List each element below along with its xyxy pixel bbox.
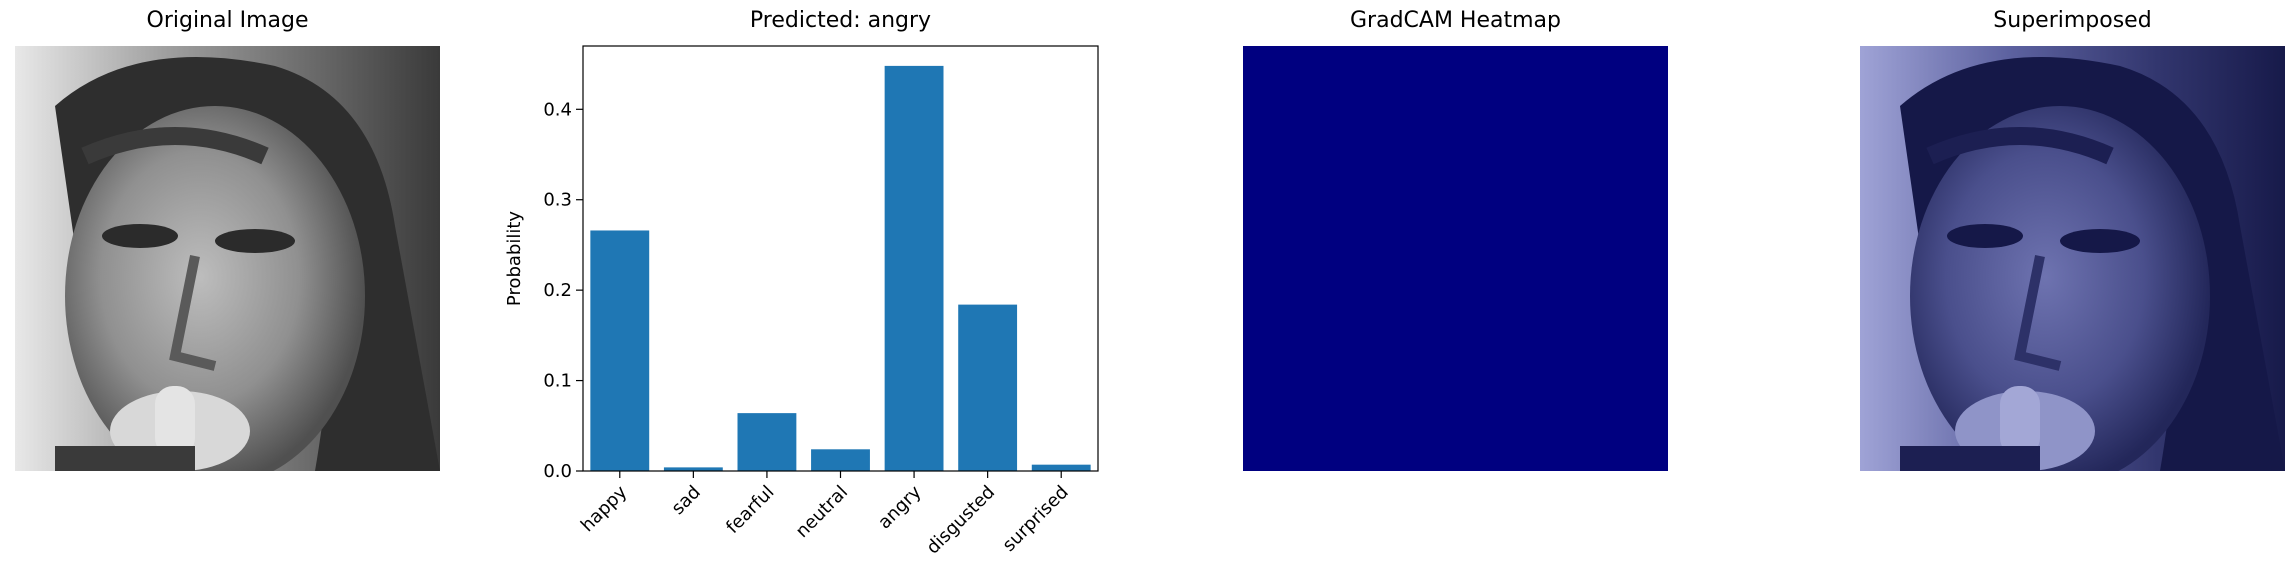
y-tick-label: 0.1: [543, 371, 572, 392]
superimposed-image: [1860, 46, 2285, 471]
bar-disgusted: [958, 304, 1018, 471]
x-tick-label-sad: sad: [668, 482, 705, 519]
original-image: [15, 46, 440, 471]
bar-surprised: [1031, 464, 1091, 471]
bar-neutral: [811, 449, 870, 471]
y-axis-label: Probability: [504, 211, 525, 306]
x-tick-label-neutral: neutral: [792, 482, 852, 542]
bar-sad: [663, 467, 723, 471]
plot-frame: [582, 45, 1099, 472]
gradcam-title: GradCAM Heatmap: [1350, 8, 1561, 33]
y-tick-label: 0.2: [543, 280, 572, 301]
x-tick-label-fearful: fearful: [722, 482, 778, 538]
superimposed-title: Superimposed: [1993, 8, 2152, 33]
y-tick-label: 0.4: [543, 99, 572, 120]
bar-fearful: [737, 413, 797, 471]
x-tick-label-disgusted: disgusted: [922, 482, 999, 559]
gradcam-heatmap: [1243, 46, 1668, 471]
x-tick-label-happy: happy: [577, 481, 632, 536]
original-image-title: Original Image: [146, 8, 309, 33]
bar-angry: [884, 65, 944, 471]
x-tick-label-surprised: surprised: [999, 482, 1073, 556]
y-tick-label: 0.0: [543, 461, 572, 482]
chart-title: Predicted: angry: [749, 8, 932, 33]
bar-happy: [590, 230, 650, 471]
y-tick-label: 0.3: [543, 190, 572, 211]
x-tick-label-angry: angry: [874, 481, 926, 533]
